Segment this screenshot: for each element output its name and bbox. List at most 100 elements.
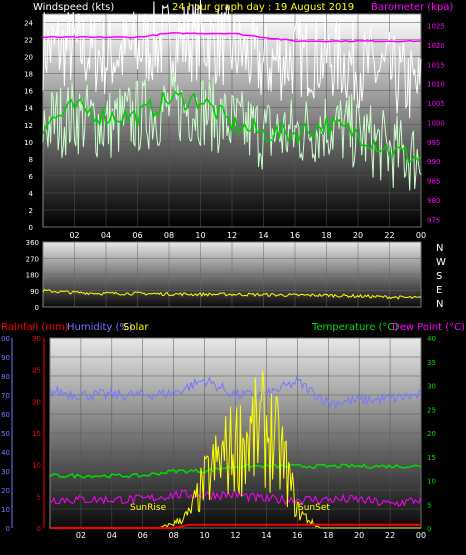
barometer-y-tick-label: 1010 xyxy=(427,81,445,89)
barometer-y-tick-label: 990 xyxy=(427,158,440,166)
compass-label: E xyxy=(436,285,442,296)
temperature-y-tick-label: 35 xyxy=(427,359,436,367)
barometer-y-tick-label: 980 xyxy=(427,197,440,205)
compass-label: N xyxy=(436,299,443,310)
wind-y-tick-label: 24 xyxy=(24,20,33,28)
temperature-x-tick-label: 20 xyxy=(354,531,364,540)
humidity-y-tick-label: 90 xyxy=(1,354,10,362)
rainfall-y-tick-label: 30 xyxy=(32,335,41,343)
wind-y-tick-label: 6 xyxy=(29,173,34,181)
temperature-x-tick-label: 16 xyxy=(292,531,302,540)
temperature-series-line xyxy=(49,463,422,479)
humidity-y-tick-label: 80 xyxy=(1,373,10,381)
dewpoint-axis-label: Dew Point (°C) xyxy=(392,322,465,333)
direction-y-tick-label: 360 xyxy=(26,239,39,247)
direction-y-tick-label: 180 xyxy=(26,272,39,280)
wind-x-tick-label: 16 xyxy=(290,231,300,240)
temperature-x-tick-label: 14 xyxy=(261,531,271,540)
barometer-y-tick-label: 995 xyxy=(427,139,440,147)
compass-label: N xyxy=(436,243,443,254)
humidity-y-tick-label: 20 xyxy=(1,487,10,495)
temperature-x-tick-label: 12 xyxy=(230,531,240,540)
wind-y-tick-label: 2 xyxy=(29,207,33,215)
barometer-y-tick-label: 1015 xyxy=(427,61,445,69)
wind-x-tick-label: 22 xyxy=(384,231,394,240)
temperature-x-tick-label: 04 xyxy=(107,531,117,540)
barometer-y-tick-label: 1020 xyxy=(427,42,445,50)
temperature-y-tick-label: 40 xyxy=(427,335,436,343)
wind-y-tick-label: 16 xyxy=(24,88,33,96)
rainfall-y-tick-label: 20 xyxy=(32,398,41,406)
humidity-y-tick-label: 10 xyxy=(1,506,10,514)
wind-direction-series-line xyxy=(42,288,422,300)
sunrise-label: SunRise xyxy=(130,503,167,513)
barometer-series-line xyxy=(42,32,422,43)
barometer-y-tick-label: 985 xyxy=(427,178,440,186)
direction-y-tick-label: 90 xyxy=(30,288,39,296)
wind-x-tick-label: 14 xyxy=(258,231,268,240)
compass-label: W xyxy=(436,257,446,268)
windspeed-series-line xyxy=(42,71,422,191)
rainfall-y-tick-label: 5 xyxy=(37,493,41,501)
wind-x-tick-label: 06 xyxy=(132,231,142,240)
sunset-label: SunSet xyxy=(298,503,330,513)
temperature-x-tick-label: 10 xyxy=(199,531,209,540)
wind-x-tick-label: 10 xyxy=(195,231,205,240)
humidity-y-tick-label: 50 xyxy=(1,430,10,438)
wind-x-tick-label: 18 xyxy=(321,231,331,240)
wind-y-tick-label: 20 xyxy=(24,54,33,62)
average-wind-series-line xyxy=(42,90,422,164)
wind-x-tick-label: 12 xyxy=(227,231,237,240)
chart-title: 24 hour graph day : 19 August 2019 xyxy=(172,2,354,13)
humidity-y-tick-label: 100 xyxy=(0,335,10,343)
temperature-x-tick-label: 08 xyxy=(169,531,179,540)
humidity-axis-label: Humidity (%) xyxy=(67,322,133,333)
wind-y-tick-label: 8 xyxy=(29,156,33,164)
humidity-y-tick-label: 30 xyxy=(1,468,10,476)
temperature-x-tick-label: 00 xyxy=(416,531,426,540)
wind-y-tick-label: 22 xyxy=(24,37,33,45)
temperature-y-tick-label: 25 xyxy=(427,406,436,414)
direction-y-tick-label: 270 xyxy=(26,255,39,263)
windspeed-axis-label: Windspeed (kts) xyxy=(33,2,114,13)
wind-x-tick-label: 02 xyxy=(69,231,79,240)
wind-y-tick-label: 12 xyxy=(24,122,33,130)
temperature-y-tick-label: 30 xyxy=(427,383,436,391)
humidity-y-tick-label: 40 xyxy=(1,449,10,457)
barometer-y-tick-label: 1005 xyxy=(427,100,445,108)
wind-y-tick-label: 10 xyxy=(24,139,33,147)
temperature-axis-label: Temperature (°C) xyxy=(311,322,398,333)
temperature-x-tick-label: 06 xyxy=(138,531,148,540)
humidity-y-tick-label: 70 xyxy=(1,392,10,400)
barometer-y-tick-label: 1025 xyxy=(427,23,445,31)
wind-x-tick-label: 00 xyxy=(416,231,426,240)
rainfall-y-tick-label: 15 xyxy=(32,430,41,438)
humidity-series-line xyxy=(49,376,422,410)
wind-y-tick-label: 4 xyxy=(29,190,34,198)
temperature-y-tick-label: 20 xyxy=(427,430,436,438)
humidity-y-tick-label: 0 xyxy=(6,525,10,533)
direction-y-tick-label: 0 xyxy=(35,304,39,312)
wind-x-tick-label: 20 xyxy=(353,231,363,240)
humidity-y-tick-label: 60 xyxy=(1,411,10,419)
barometer-y-tick-label: 1000 xyxy=(427,119,445,127)
temperature-x-tick-label: 02 xyxy=(76,531,86,540)
wind-x-tick-label: 08 xyxy=(164,231,174,240)
compass-label: S xyxy=(436,271,442,282)
rainfall-series-line xyxy=(50,523,421,529)
rainfall-y-tick-label: 25 xyxy=(32,367,41,375)
wind-x-tick-label: 04 xyxy=(101,231,111,240)
barometer-axis-label: Barometer (kpa) xyxy=(371,2,453,13)
rainfall-y-tick-label: 10 xyxy=(32,462,41,470)
temperature-y-tick-label: 10 xyxy=(427,478,436,486)
dewpoint-series-line xyxy=(49,489,422,507)
temperature-y-tick-label: 0 xyxy=(427,525,431,533)
wind-y-tick-label: 14 xyxy=(24,105,33,113)
rainfall-y-tick-label: 0 xyxy=(37,525,41,533)
temperature-y-tick-label: 15 xyxy=(427,454,436,462)
barometer-y-tick-label: 975 xyxy=(427,216,440,224)
wind-y-tick-label: 0 xyxy=(29,224,33,232)
rainfall-axis-label: Rainfall (mm) xyxy=(1,322,69,333)
